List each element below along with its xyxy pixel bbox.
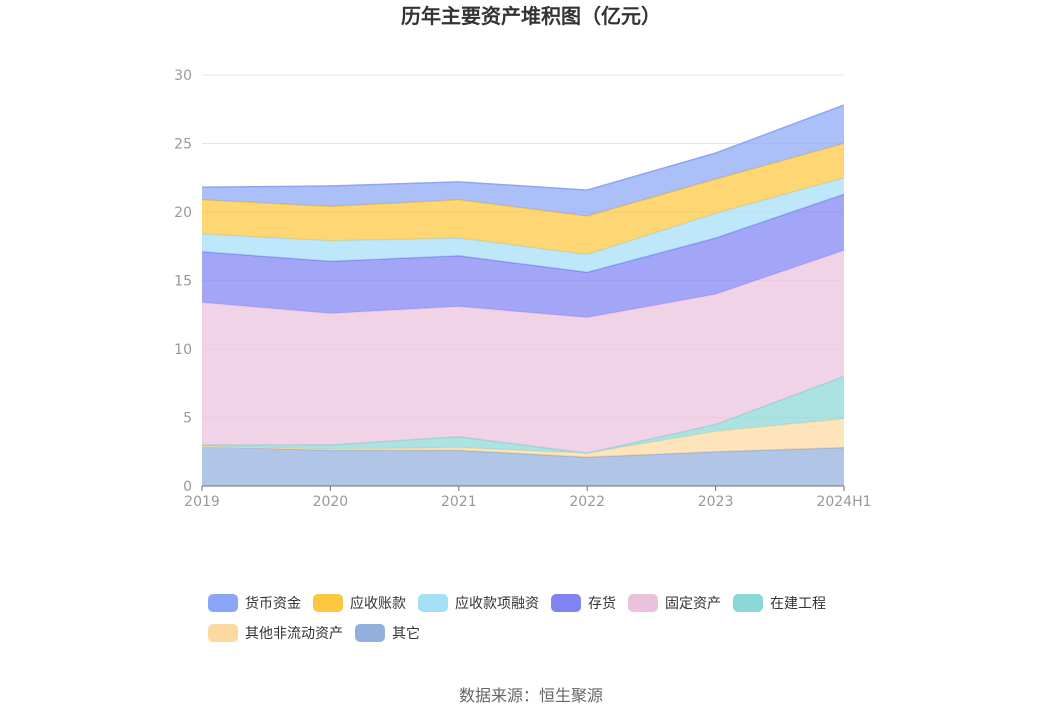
y-tick-label: 20	[174, 205, 192, 221]
legend-label: 货币资金	[245, 595, 301, 612]
y-tick-label: 5	[183, 411, 192, 427]
legend-item[interactable]: 存货	[551, 594, 616, 612]
y-tick-label: 10	[174, 342, 192, 358]
x-tick-label: 2019	[184, 494, 220, 510]
x-tick-label: 2024H1	[816, 494, 871, 510]
legend-item[interactable]: 固定资产	[628, 594, 721, 612]
legend-label: 其他非流动资产	[245, 626, 343, 642]
data-source: 数据来源：恒生聚源	[459, 686, 603, 705]
y-tick-label: 30	[174, 68, 192, 84]
legend-item[interactable]: 应收账款	[313, 594, 406, 612]
legend-swatch	[628, 594, 658, 612]
legend-item[interactable]: 在建工程	[733, 594, 826, 612]
area-6	[202, 143, 844, 255]
legend-swatch	[208, 624, 238, 642]
y-tick-label: 0	[183, 479, 192, 495]
x-tick-label: 2023	[698, 494, 734, 510]
legend-label: 应收款项融资	[455, 595, 539, 612]
y-tick-label: 25	[174, 137, 192, 153]
legend-swatch	[355, 624, 385, 642]
legend-item[interactable]: 其他非流动资产	[208, 624, 343, 642]
area-4	[202, 194, 844, 318]
chart-title: 历年主要资产堆积图（亿元）	[401, 4, 661, 28]
legend-swatch	[551, 594, 581, 612]
area-edge-7	[201, 104, 845, 191]
legend-label: 固定资产	[665, 596, 721, 612]
legend-item[interactable]: 货币资金	[208, 594, 301, 612]
area-1	[202, 418, 844, 458]
area-7	[202, 105, 844, 217]
area-3	[202, 250, 844, 454]
x-tick-label: 2021	[441, 494, 477, 510]
x-tick-label: 2020	[313, 494, 349, 510]
legend-item[interactable]: 其它	[355, 624, 420, 642]
legend-label: 其它	[392, 625, 420, 642]
legend-swatch	[313, 594, 343, 612]
legend-swatch	[733, 594, 763, 612]
area-0	[202, 446, 844, 486]
legend-label: 在建工程	[770, 596, 826, 612]
axes: 0 5 10 15 20 25 30 2019 2020 2021 2022 2023 2024H1	[174, 68, 871, 510]
y-tick-label: 15	[174, 274, 192, 290]
area-series	[201, 104, 845, 486]
legend-swatch	[418, 594, 448, 612]
area-5	[202, 177, 844, 273]
legend-item[interactable]: 应收款项融资	[418, 594, 539, 612]
area-2	[202, 376, 844, 454]
legend-swatch	[208, 594, 238, 612]
legend-label: 存货	[588, 595, 616, 612]
legend-label: 应收账款	[350, 595, 406, 612]
x-tick-label: 2022	[569, 494, 605, 510]
